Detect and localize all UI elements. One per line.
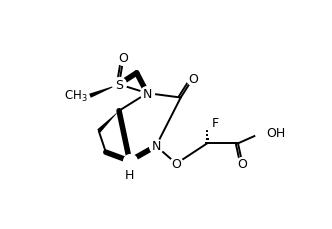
Polygon shape	[89, 85, 119, 98]
Text: O: O	[171, 157, 181, 170]
Text: O: O	[188, 72, 198, 85]
Text: O: O	[237, 157, 247, 170]
Text: OH: OH	[266, 127, 286, 140]
Text: $\mathregular{CH_3}$: $\mathregular{CH_3}$	[64, 89, 87, 104]
Text: O: O	[119, 52, 128, 65]
Text: S: S	[115, 79, 123, 91]
Text: N: N	[142, 87, 152, 100]
Text: N: N	[151, 140, 161, 153]
Text: F: F	[211, 116, 219, 129]
Text: H: H	[125, 168, 134, 181]
Polygon shape	[97, 111, 119, 133]
